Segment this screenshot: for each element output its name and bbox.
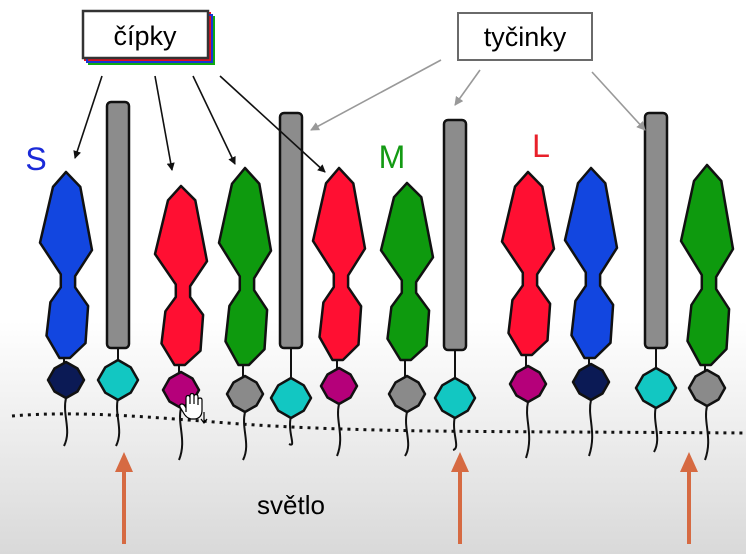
- l-cone-label: L: [532, 128, 550, 164]
- rod-outer-segment: [442, 118, 468, 352]
- cell-axon: [452, 415, 458, 451]
- cell-nucleus: [269, 376, 313, 420]
- cell-axon: [242, 411, 248, 461]
- light-label: světlo: [257, 490, 325, 520]
- cell-axon: [404, 411, 410, 457]
- light-arrow: [451, 452, 469, 544]
- cell-axon: [653, 405, 659, 453]
- cone-outer-segment: [311, 166, 367, 362]
- cone-outer-segment: [679, 163, 735, 367]
- cone-cell-l: [500, 170, 556, 459]
- cell-axon: [288, 415, 294, 446]
- cell-axon: [704, 405, 710, 461]
- rod-cell: [433, 118, 477, 451]
- cell-nucleus: [571, 362, 611, 402]
- cone-cell-m: [679, 163, 735, 461]
- cell-axon: [525, 401, 531, 459]
- cone-outer-segment: [500, 170, 556, 357]
- rod-cell: [634, 111, 678, 453]
- cone-pointer-arrow: [192, 75, 236, 165]
- hand-cursor-icon: [179, 392, 208, 424]
- rod-cell: [96, 100, 140, 447]
- light-arrow: [680, 452, 698, 544]
- cell-nucleus: [687, 368, 727, 408]
- cell-axon: [63, 397, 69, 447]
- cone-pointer-arrows: [73, 75, 326, 173]
- cell-nucleus: [634, 366, 678, 410]
- rod-pointer-arrow: [454, 69, 481, 106]
- cone-pointer-arrow: [219, 75, 326, 173]
- cell-nucleus: [508, 364, 548, 404]
- cell-axon: [588, 399, 594, 457]
- light-arrows: [115, 452, 698, 544]
- rods-label-box: tyčinky: [457, 12, 593, 61]
- m-cone-label: M: [379, 139, 406, 175]
- cones-label: čípky: [113, 21, 177, 51]
- rod-pointer-arrow: [310, 59, 442, 131]
- cell-nucleus: [319, 366, 359, 406]
- cones-label-box: čípky: [81, 9, 215, 65]
- cell-nucleus: [225, 374, 265, 414]
- cone-outer-segment: [379, 181, 435, 362]
- cone-outer-segment: [563, 166, 619, 360]
- cone-cell-l: [153, 184, 209, 461]
- cone-outer-segment: [38, 170, 94, 360]
- cone-cell-s: [563, 166, 619, 457]
- rods-label: tyčinky: [484, 22, 567, 52]
- cell-nucleus: [46, 360, 86, 400]
- cell-nucleus: [433, 376, 477, 420]
- rod-outer-segment: [643, 111, 669, 350]
- rod-outer-segment: [105, 100, 131, 350]
- cell-nucleus: [387, 374, 427, 414]
- cell-axon: [115, 397, 121, 447]
- s-cone-label: S: [25, 141, 46, 177]
- cone-pointer-arrow: [154, 75, 175, 171]
- photoreceptor-cells: [38, 100, 735, 461]
- cone-outer-segment: [217, 166, 273, 367]
- cone-outer-segment: [153, 184, 209, 367]
- rod-cell: [269, 111, 313, 446]
- rod-pointer-arrows: [310, 59, 646, 131]
- cone-cell-m: [379, 181, 435, 457]
- cell-axon: [178, 407, 184, 461]
- cone-cell-s: [38, 170, 94, 447]
- cone-cell-m: [217, 166, 273, 461]
- rod-pointer-arrow: [591, 71, 646, 131]
- light-arrow: [115, 452, 133, 544]
- cell-nucleus: [96, 358, 140, 402]
- cone-pointer-arrow: [73, 75, 103, 159]
- rod-outer-segment: [278, 111, 304, 350]
